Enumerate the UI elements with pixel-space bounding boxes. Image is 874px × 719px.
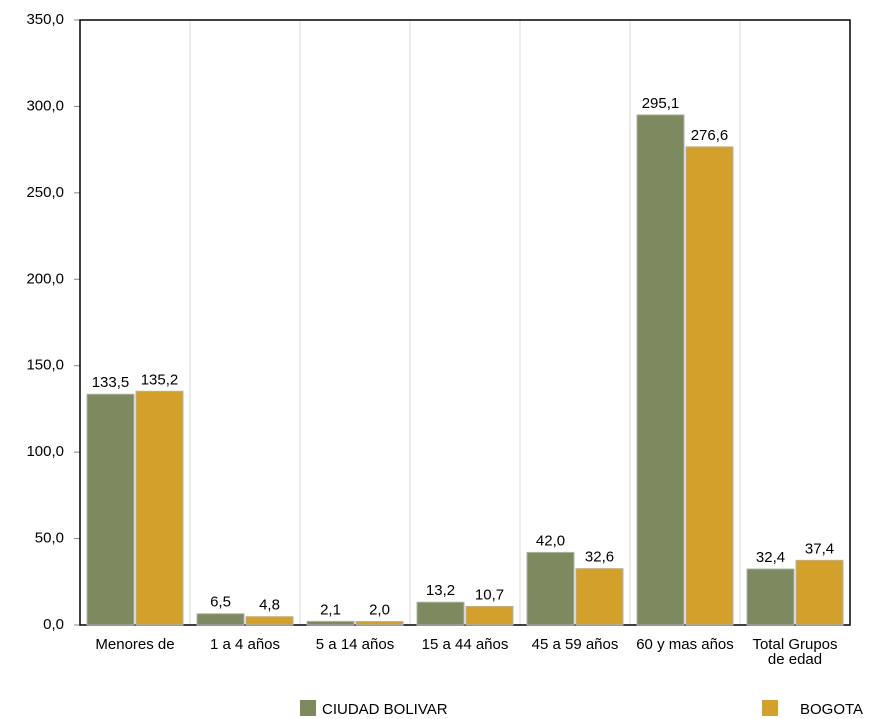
- x-tick-label: Total Grupos de edad: [752, 636, 838, 668]
- x-tick-label: 1 a 4 años: [209, 636, 281, 653]
- x-tick-label: 5 a 14 años: [315, 636, 395, 653]
- x-tick-label: 60 y mas años: [636, 636, 734, 653]
- y-tick-label: 350,0: [26, 11, 64, 28]
- legend-swatch: [300, 700, 316, 716]
- data-label: 4,8: [259, 597, 280, 614]
- x-tick-label: Menores de: [95, 636, 175, 653]
- bar: [685, 146, 734, 626]
- data-label: 37,4: [805, 540, 834, 557]
- data-label: 6,5: [210, 594, 231, 611]
- data-label: 135,2: [141, 371, 179, 388]
- data-label: 42,0: [536, 532, 565, 549]
- y-tick-label: 100,0: [26, 443, 64, 460]
- bar: [526, 551, 575, 626]
- data-label: 276,6: [691, 127, 729, 144]
- data-label: 2,0: [369, 602, 390, 619]
- bar: [465, 606, 514, 626]
- y-tick-label: 250,0: [26, 184, 64, 201]
- data-label: 295,1: [642, 95, 680, 112]
- bar: [135, 390, 184, 626]
- y-tick-label: 50,0: [35, 530, 64, 547]
- bar: [355, 621, 404, 626]
- plot-frame: [79, 19, 851, 626]
- bar: [86, 393, 135, 626]
- bar: [795, 559, 844, 626]
- bar: [416, 601, 465, 626]
- x-tick-label: 15 a 44 años: [421, 636, 509, 653]
- bar: [196, 613, 245, 626]
- bar: [306, 620, 355, 626]
- x-tick-label: 45 a 59 años: [531, 636, 619, 653]
- bar: [746, 568, 795, 626]
- data-label: 32,4: [756, 549, 785, 566]
- data-label: 133,5: [92, 374, 130, 391]
- legend-label: CIUDAD BOLIVAR: [322, 701, 448, 718]
- y-tick-label: 200,0: [26, 270, 64, 287]
- legend-swatch: [762, 700, 778, 716]
- legend-label: BOGOTA: [800, 701, 863, 718]
- data-label: 13,2: [426, 582, 455, 599]
- data-label: 2,1: [320, 601, 341, 618]
- data-label: 32,6: [585, 549, 614, 566]
- y-tick-label: 300,0: [26, 97, 64, 114]
- y-tick-label: 0,0: [43, 616, 64, 633]
- bar: [636, 114, 685, 626]
- bar: [575, 568, 624, 626]
- y-tick-label: 150,0: [26, 357, 64, 374]
- bar: [245, 616, 294, 626]
- data-label: 10,7: [475, 586, 504, 603]
